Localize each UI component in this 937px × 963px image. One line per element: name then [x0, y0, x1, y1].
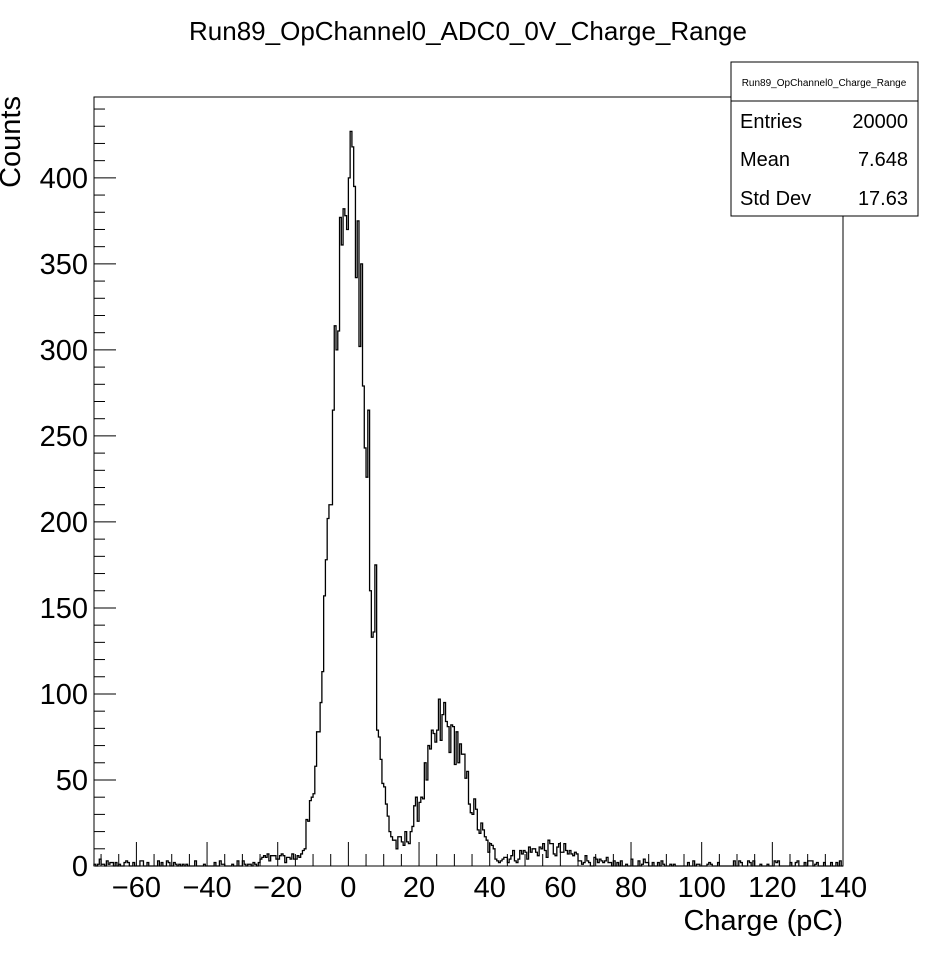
x-tick-label: 0: [340, 872, 356, 904]
y-tick-label: 200: [40, 507, 88, 539]
histogram-series: [93, 130, 843, 867]
x-tick-label: −20: [253, 872, 302, 904]
stats-box-frame: [730, 61, 919, 217]
stats-entries-label: Entries: [740, 111, 802, 133]
x-tick-label: 20: [403, 872, 435, 904]
x-tick-label: 140: [819, 872, 867, 904]
y-tick-label: 0: [72, 851, 88, 883]
stats-stddev-label: Std Dev: [740, 188, 811, 210]
y-tick-label: 100: [40, 679, 88, 711]
x-tick-label: 120: [748, 872, 796, 904]
stats-histogram-name: Run89_OpChannel0_Charge_Range: [742, 78, 907, 89]
y-tick-label: 150: [40, 593, 88, 625]
x-tick-label: 40: [474, 872, 506, 904]
y-axis-ticks: [94, 108, 116, 867]
y-tick-label: 300: [40, 335, 88, 367]
stats-mean-value: 7.648: [858, 149, 908, 171]
x-tick-label: −40: [182, 872, 231, 904]
y-tick-label: 50: [56, 765, 88, 797]
y-tick-label: 250: [40, 421, 88, 453]
stats-entries-value: 20000: [852, 111, 908, 133]
plot-frame: [93, 96, 844, 867]
y-axis-title: Counts: [0, 96, 27, 188]
x-axis-title: Charge (pC): [683, 905, 843, 937]
x-axis-ticks: [100, 842, 844, 866]
stats-mean-label: Mean: [740, 149, 790, 171]
y-tick-label: 400: [40, 163, 88, 195]
chart-title: Run89_OpChannel0_ADC0_0V_Charge_Range: [189, 16, 747, 46]
stats-box: Run89_OpChannel0_Charge_Range Entries 20…: [730, 61, 919, 217]
x-tick-label: 80: [615, 872, 647, 904]
x-tick-label: 60: [544, 872, 576, 904]
x-tick-label: −60: [112, 872, 161, 904]
x-tick-label: 100: [677, 872, 725, 904]
stats-stddev-value: 17.63: [858, 188, 908, 210]
y-tick-label: 350: [40, 249, 88, 281]
